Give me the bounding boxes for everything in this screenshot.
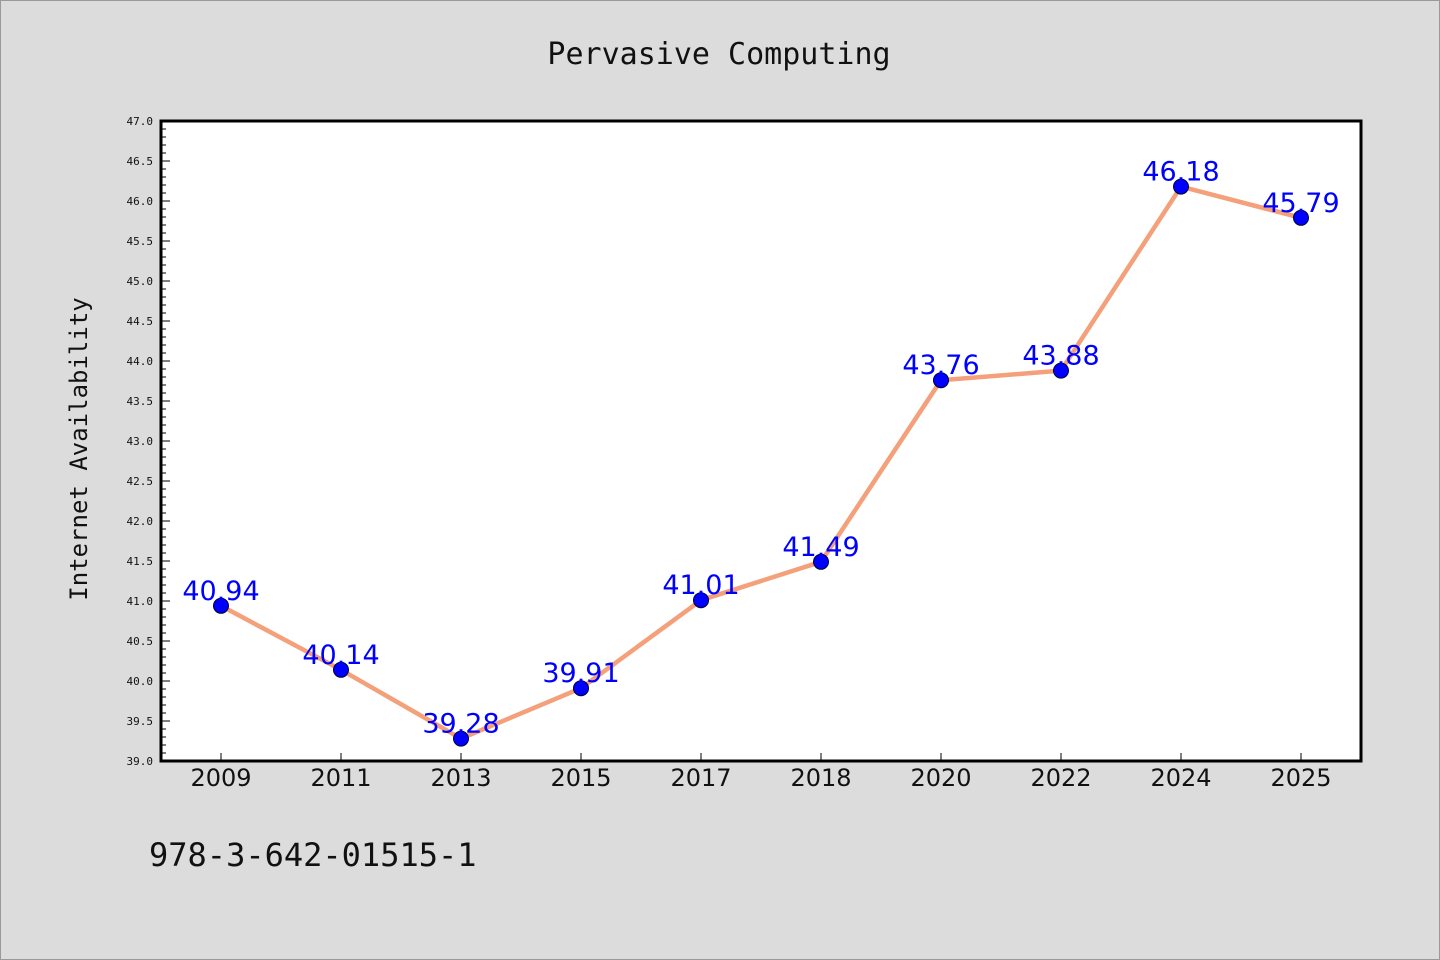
data-point <box>933 372 949 389</box>
data-point <box>1053 362 1069 379</box>
x-tick-label: 2011 <box>310 764 371 792</box>
data-point <box>573 680 589 697</box>
y-tick-label: 42.5 <box>127 475 154 488</box>
y-axis: 39.0 39.5 40.0 40.5 41.0 41.5 42.0 42.5 43.0 43.5… <box>127 115 170 768</box>
data-point <box>333 661 349 678</box>
chart-title: Pervasive Computing <box>547 37 890 72</box>
y-tick-label: 46.5 <box>127 155 154 168</box>
x-tick-label: 2024 <box>1150 764 1211 792</box>
data-label: 41.49 <box>782 532 859 563</box>
data-point <box>1293 209 1309 226</box>
data-point <box>693 592 709 609</box>
data-label: 41.01 <box>662 570 739 601</box>
y-tick-label: 39.0 <box>127 755 154 768</box>
y-tick-label: 47.0 <box>127 115 154 128</box>
y-tick-label: 44.5 <box>127 315 154 328</box>
y-tick-label: 42.0 <box>127 515 154 528</box>
y-tick-label: 45.0 <box>127 275 154 288</box>
data-label: 39.91 <box>542 658 619 689</box>
x-axis: 2009 2011 2013 2015 2017 2018 2020 2022 2024 2025 <box>190 753 1332 792</box>
x-tick-label: 2017 <box>670 764 731 792</box>
x-tick-label: 2018 <box>790 764 851 792</box>
x-tick-label: 2009 <box>190 764 251 792</box>
series-line <box>218 184 1304 741</box>
data-label: 43.88 <box>1022 341 1099 372</box>
y-tick-label: 41.0 <box>127 595 154 608</box>
data-label: 46.18 <box>1142 157 1219 188</box>
y-tick-label: 43.0 <box>127 435 154 448</box>
y-tick-label: 46.0 <box>127 195 154 208</box>
data-label-group: 40.94 40.14 39.28 39.91 41.01 41.49 43.76 43.88… <box>182 157 1339 740</box>
data-label: 40.94 <box>182 576 259 607</box>
y-tick-label: 43.5 <box>127 395 154 408</box>
y-axis-label: Internet Availability <box>65 297 93 600</box>
x-tick-label: 2015 <box>550 764 611 792</box>
footnote-text: 978-3-642-01515-1 <box>149 836 477 874</box>
y-tick-label: 45.5 <box>127 235 154 248</box>
data-label: 43.76 <box>902 350 979 381</box>
data-point <box>1173 178 1189 195</box>
data-label: 45.79 <box>1262 188 1339 219</box>
y-tick-label: 41.5 <box>127 555 154 568</box>
x-tick-label: 2025 <box>1270 764 1331 792</box>
data-point <box>213 597 229 614</box>
y-tick-label: 40.0 <box>127 675 154 688</box>
data-label: 40.14 <box>302 640 379 671</box>
x-tick-label: 2013 <box>430 764 491 792</box>
x-tick-label: 2020 <box>910 764 971 792</box>
data-point <box>453 730 469 747</box>
data-label: 39.28 <box>422 709 499 740</box>
y-tick-label: 39.5 <box>127 715 154 728</box>
series-line-group <box>213 178 1309 747</box>
x-tick-label: 2022 <box>1030 764 1091 792</box>
y-tick-label: 44.0 <box>127 355 154 368</box>
data-point <box>813 553 829 570</box>
plot-area <box>159 119 1363 763</box>
y-tick-label: 40.5 <box>127 635 154 648</box>
